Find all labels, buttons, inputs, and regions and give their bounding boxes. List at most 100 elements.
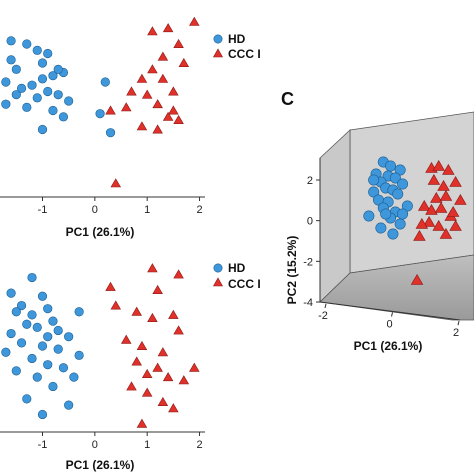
hd-point-bottom-25 <box>64 400 74 410</box>
ccc-point-3d-6 <box>430 191 443 203</box>
y-tick-label-3d: -4 <box>303 297 313 309</box>
hd-point-top-17 <box>48 105 58 116</box>
hd-point-top-25 <box>37 58 48 68</box>
hd-point-3d-18 <box>394 218 406 230</box>
hd-point-bottom-16 <box>74 350 84 360</box>
ccc-point-top-15 <box>105 105 116 115</box>
ccc-point-top-7 <box>136 73 148 83</box>
ccc-point-bottom-6 <box>147 312 158 322</box>
hd-point-bottom-1 <box>27 272 37 283</box>
hd-point-top-19 <box>1 99 11 109</box>
front-bottom-edge <box>319 301 461 321</box>
hd-point-top-1 <box>11 64 21 74</box>
ccc-point-top-19 <box>110 178 122 188</box>
hd-point-top-16 <box>22 102 32 112</box>
ccc-point-top-4 <box>157 51 169 61</box>
x-axis-label-top: PC1 (26.1%) <box>66 225 135 239</box>
ccc-point-top-13 <box>152 99 163 109</box>
scatter-3d-marks <box>363 156 467 285</box>
hd-point-3d-11 <box>392 188 404 200</box>
hd-point-top-13 <box>43 86 53 97</box>
hd-point-3d-19 <box>375 222 387 234</box>
hd-point-bottom-28 <box>1 347 11 357</box>
hd-point-bottom-5 <box>27 310 37 320</box>
ccc-point-3d-1 <box>432 159 445 171</box>
ccc-point-bottom-19 <box>141 387 153 397</box>
floor <box>319 254 474 321</box>
hd-point-top-21 <box>95 109 105 119</box>
ccc-point-3d-3 <box>427 173 441 185</box>
ccc-point-bottom-10 <box>136 340 148 350</box>
x-tick-label-3d: 2 <box>453 327 459 339</box>
ccc-point-bottom-8 <box>173 325 184 335</box>
hd-point-3d-16 <box>363 210 375 222</box>
ccc-point-bottom-15 <box>141 368 153 378</box>
hd-point-bottom-12 <box>6 328 16 339</box>
x-tick-label-3d: -2 <box>318 310 328 322</box>
hd-point-3d-24 <box>380 208 392 220</box>
legend-ccc-label-bottom: CCC I <box>228 277 261 291</box>
ccc-point-top-12 <box>120 102 132 112</box>
legend-hd-label-top: HD <box>228 32 246 46</box>
x-tick-label-top: 0 <box>92 204 98 216</box>
ccc-point-bottom-0 <box>105 281 116 291</box>
hd-point-3d-7 <box>397 178 409 190</box>
x-tick-label-bottom: 0 <box>92 439 98 451</box>
ccc-point-bottom-9 <box>120 334 132 344</box>
ccc-point-bottom-22 <box>136 418 148 428</box>
hd-point-bottom-0 <box>6 288 16 298</box>
ccc-point-3d-18 <box>410 273 424 285</box>
hd-point-bottom-24 <box>22 394 32 404</box>
x-tick-label-bottom: 2 <box>196 439 202 451</box>
hd-point-bottom-18 <box>43 360 53 370</box>
hd-point-top-22 <box>37 124 48 135</box>
hd-point-bottom-29 <box>74 307 84 317</box>
hd-point-3d-5 <box>389 172 401 184</box>
hd-point-bottom-23 <box>48 381 58 392</box>
hd-point-bottom-13 <box>16 338 27 348</box>
ccc-point-bottom-18 <box>126 381 137 391</box>
ccc-point-bottom-1 <box>147 263 158 273</box>
hd-point-bottom-22 <box>69 372 79 382</box>
ccc-point-top-11 <box>168 86 179 96</box>
hd-point-bottom-17 <box>27 353 37 364</box>
hd-point-top-6 <box>16 83 27 93</box>
legend-hd-marker-bottom <box>213 263 223 273</box>
x-axis-label-3d: PC1 (26.1%) <box>354 339 423 353</box>
hd-point-bottom-4 <box>11 307 21 317</box>
ccc-point-3d-8 <box>454 193 467 205</box>
x-tick-label-top: -1 <box>38 204 48 216</box>
left-wall <box>319 129 351 303</box>
ccc-point-top-3 <box>173 38 184 48</box>
ccc-point-bottom-2 <box>173 269 184 279</box>
ccc-point-top-5 <box>147 64 158 74</box>
hd-point-top-5 <box>1 77 11 87</box>
legend-top: HD CCC I <box>212 32 261 61</box>
hd-point-bottom-11 <box>64 332 74 342</box>
hd-point-bottom-7 <box>22 319 32 329</box>
hd-point-top-15 <box>64 96 74 106</box>
hd-point-3d-21 <box>401 200 413 212</box>
x-tick-label-bottom: -1 <box>38 439 48 451</box>
scatter-panel-top: -1 0 1 2 PC1 (26.1%) HD CCC I <box>0 16 261 239</box>
ccc-point-3d-4 <box>437 179 450 191</box>
ccc-point-3d-10 <box>425 203 438 215</box>
ccc-point-bottom-17 <box>178 375 190 385</box>
hd-point-bottom-8 <box>32 322 42 332</box>
ccc-point-top-18 <box>136 121 148 131</box>
hd-point-top-8 <box>37 74 48 84</box>
ccc-point-top-9 <box>126 86 137 96</box>
scatter-panel-bottom: -1 0 1 2 PC1 (26.1%) HD CCC I <box>0 261 261 472</box>
x-tick-label-top: 1 <box>144 204 150 216</box>
hd-point-top-26 <box>53 64 63 74</box>
ccc-point-bottom-12 <box>131 356 142 366</box>
scatter-panel-3d: C 2 0 -2 -4 -2 0 2 PC1 (26.1%) PC2 (15.2%) <box>281 89 474 353</box>
legend-hd-label-bottom: HD <box>228 261 246 275</box>
panel-label-c: C <box>281 89 294 109</box>
hd-point-top-14 <box>53 90 63 100</box>
hd-point-top-18 <box>58 112 69 122</box>
ccc-point-bottom-4 <box>110 300 122 310</box>
legend-hd-marker-top <box>213 34 223 44</box>
x-ticks-top: -1 0 1 2 <box>38 197 203 216</box>
